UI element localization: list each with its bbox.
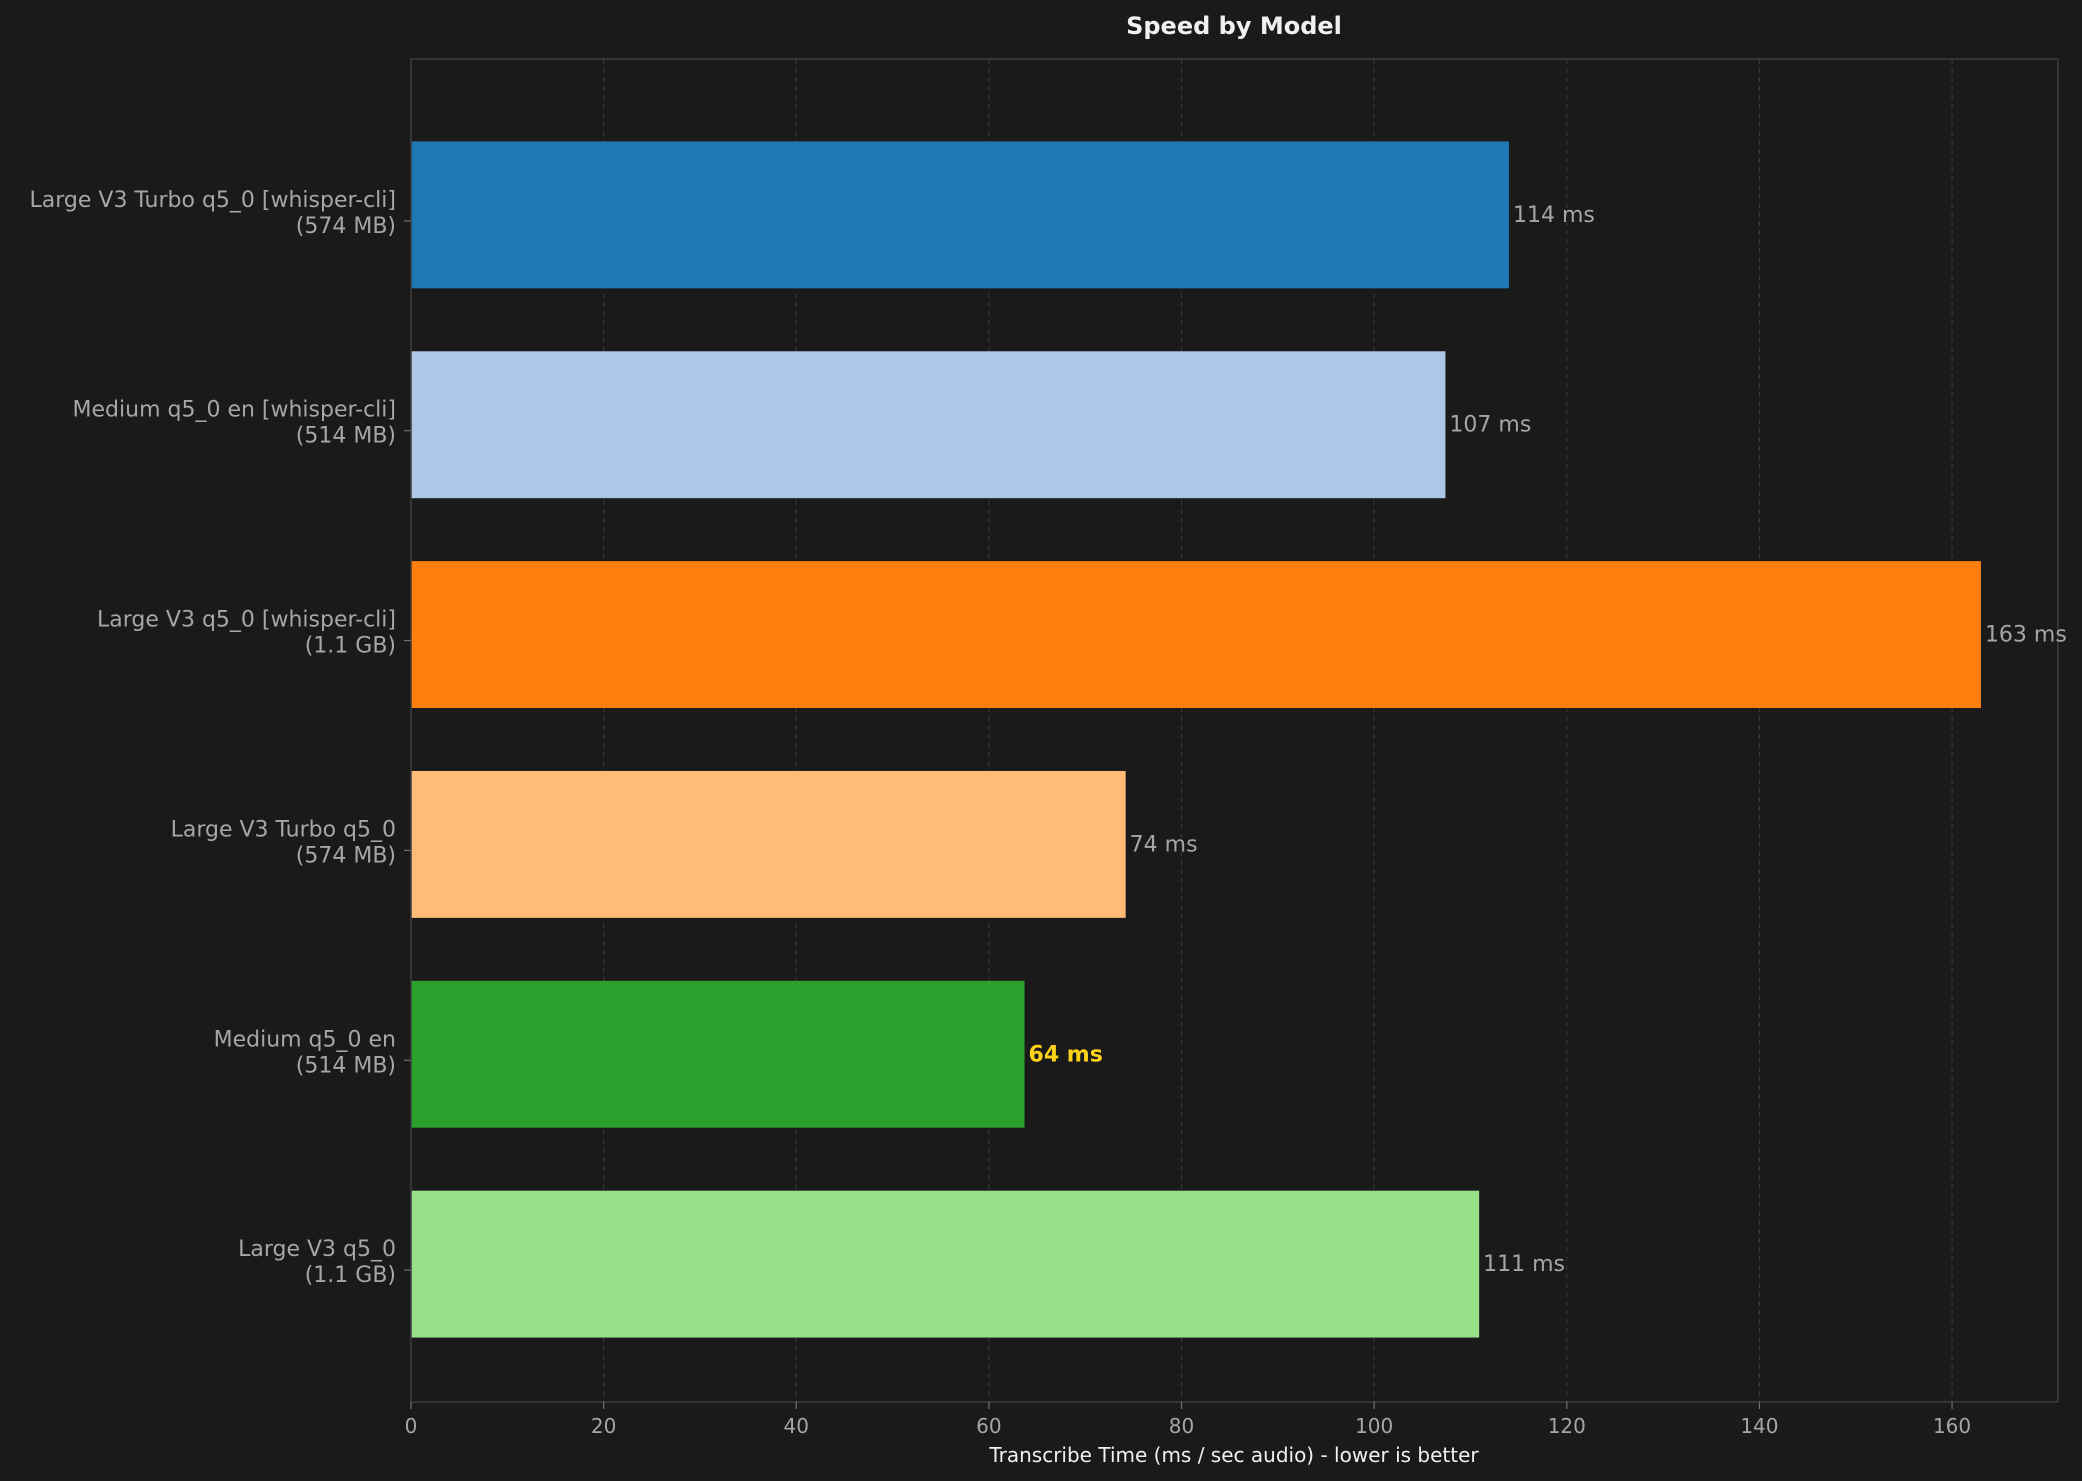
bar <box>411 561 1981 709</box>
x-tick-label: 100 <box>1355 1414 1393 1438</box>
y-axis-categories: Large V3 Turbo q5_0 [whisper-cli](574 MB… <box>30 188 411 1288</box>
x-tick-label: 160 <box>1933 1414 1971 1438</box>
x-tick-label: 80 <box>1169 1414 1194 1438</box>
plot-frame <box>410 58 2059 1403</box>
x-axis-ticks: 0 20 40 60 80 100 120 140 160 <box>405 1402 1971 1438</box>
x-tick-label: 120 <box>1548 1414 1586 1438</box>
bar <box>411 980 1025 1128</box>
category-label: (514 MB) <box>296 1053 396 1078</box>
value-label: 114 ms <box>1513 203 1595 228</box>
category-label: (514 MB) <box>296 424 396 449</box>
category-label: Large V3 q5_0 [whisper-cli] <box>97 608 396 633</box>
x-tick-label: 60 <box>976 1414 1001 1438</box>
x-tick-label: 20 <box>591 1414 616 1438</box>
category-label: Medium q5_0 en <box>214 1027 396 1052</box>
category-label: Large V3 q5_0 <box>238 1237 396 1262</box>
category-label: (574 MB) <box>296 843 396 868</box>
value-labels: 114 ms 107 ms 163 ms 74 ms 64 ms 111 ms <box>1029 203 2067 1277</box>
value-label: 74 ms <box>1130 832 1198 857</box>
bar <box>411 770 1126 918</box>
grid-lines <box>603 59 1953 1402</box>
value-label: 64 ms <box>1029 1042 1103 1067</box>
category-label: (1.1 GB) <box>305 634 396 659</box>
bar <box>411 141 1509 289</box>
x-tick-label: 40 <box>784 1414 809 1438</box>
category-label: (1.1 GB) <box>305 1263 396 1288</box>
chart-title: Speed by Model <box>1126 12 1342 40</box>
x-tick-label: 0 <box>405 1414 418 1438</box>
value-label: 163 ms <box>1985 623 2067 648</box>
category-label: Medium q5_0 en [whisper-cli] <box>73 398 396 423</box>
category-label: Large V3 Turbo q5_0 <box>171 817 396 842</box>
category-label: (574 MB) <box>296 214 396 239</box>
category-label: Large V3 Turbo q5_0 [whisper-cli] <box>30 188 396 213</box>
value-label: 107 ms <box>1449 413 1531 438</box>
bars <box>411 141 1981 1338</box>
bar <box>411 1190 1480 1338</box>
x-tick-label: 140 <box>1740 1414 1778 1438</box>
bar <box>411 351 1446 499</box>
value-label: 111 ms <box>1483 1252 1565 1277</box>
x-axis-title: Transcribe Time (ms / sec audio) - lower… <box>988 1443 1479 1467</box>
